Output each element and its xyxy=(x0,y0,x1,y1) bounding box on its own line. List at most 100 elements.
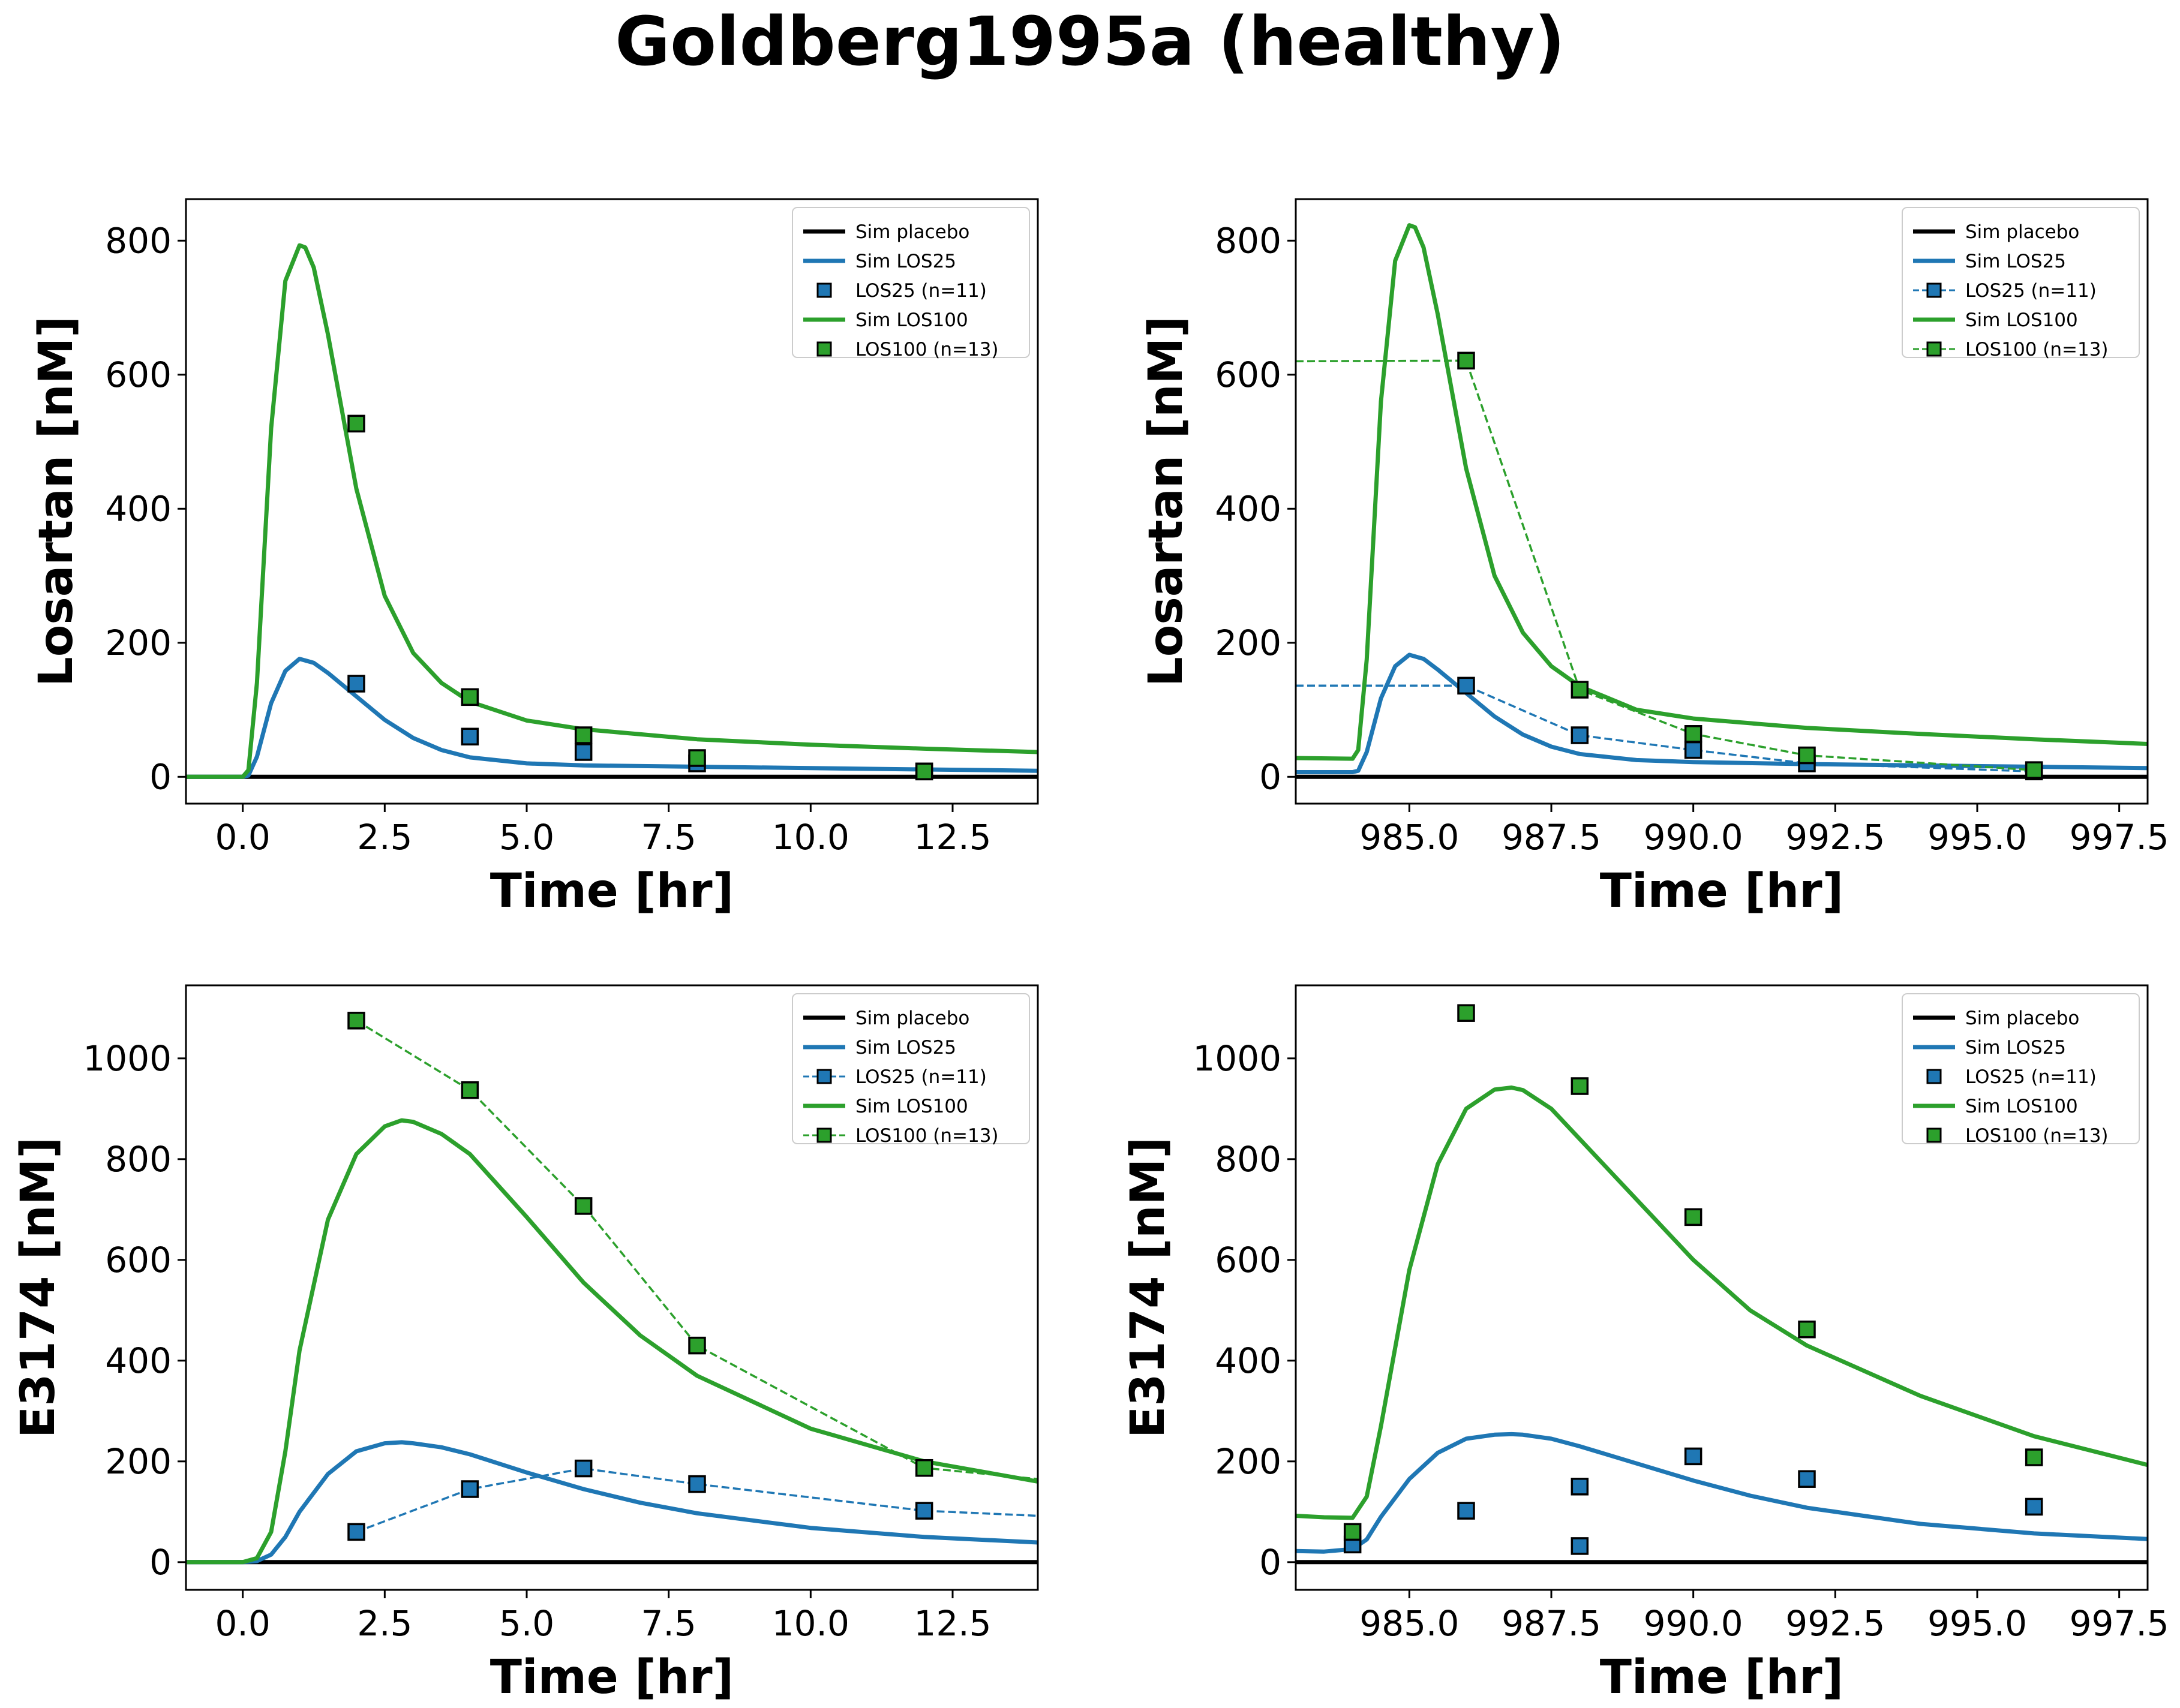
y-tick-label: 400 xyxy=(105,1340,172,1381)
axes-frame xyxy=(1295,198,2149,805)
x-tick-label: 5.0 xyxy=(499,1603,554,1644)
figure-title: Goldberg1995a (healthy) xyxy=(615,3,1565,81)
legend-label: LOS100 (n=13) xyxy=(1965,339,2109,360)
data-point-marker xyxy=(1571,1077,1589,1095)
y-axis-label: Losartan [nM] xyxy=(29,316,83,687)
y-tick-label: 600 xyxy=(105,354,172,395)
data-point-marker xyxy=(461,688,479,706)
data-connector-line xyxy=(1296,684,2034,773)
data-point-marker xyxy=(1798,1320,1816,1339)
data-point-marker xyxy=(1684,725,1702,743)
x-tick-label: 0.0 xyxy=(215,817,271,858)
data-point-marker xyxy=(1457,676,1475,695)
data-point-marker xyxy=(1571,1537,1589,1555)
data-point-marker xyxy=(915,762,933,781)
x-tick-label: 10.0 xyxy=(772,817,849,858)
legend-marker-handle xyxy=(1926,1127,1942,1143)
legend: Sim placebo Sim LOS25 LOS25 (n=11) Sim LOS1… xyxy=(792,207,1030,360)
y-tick-label: 400 xyxy=(105,488,172,529)
x-tick-label: 2.5 xyxy=(357,817,412,858)
data-point-marker xyxy=(461,1480,479,1498)
y-tick-label: 0 xyxy=(149,1542,172,1583)
x-tick-label: 10.0 xyxy=(772,1603,849,1644)
x-tick-label: 2.5 xyxy=(357,1603,412,1644)
x-axis-label: Time [hr] xyxy=(490,1650,734,1704)
series-line-sim-los100 xyxy=(1296,223,2148,761)
legend: Sim placebo Sim LOS25 LOS25 (n=11) Sim LOS1… xyxy=(792,993,1030,1147)
plot-area xyxy=(186,243,1038,781)
series-line-sim-los25 xyxy=(1296,1432,2148,1554)
legend-marker-handle xyxy=(816,1069,832,1084)
y-tick-label: 600 xyxy=(1215,1240,1281,1280)
data-point-marker xyxy=(1798,1470,1816,1488)
data-point-marker xyxy=(461,1081,479,1099)
legend-label: Sim LOS100 xyxy=(1965,309,2078,331)
legend: Sim placebo Sim LOS25 LOS25 (n=11) Sim LOS1… xyxy=(1902,993,2140,1147)
legend-label: LOS100 (n=13) xyxy=(1965,1125,2109,1147)
x-tick-label: 995.0 xyxy=(1927,817,2027,858)
data-point-marker xyxy=(1684,1208,1702,1226)
x-tick-label: 7.5 xyxy=(641,817,696,858)
legend-marker-handle xyxy=(816,1127,832,1143)
x-tick-label: 985.0 xyxy=(1359,817,1459,858)
data-point-marker xyxy=(1684,1447,1702,1466)
legend: Sim placebo Sim LOS25 LOS25 (n=11) Sim LOS1… xyxy=(1902,207,2140,360)
legend-label: Sim LOS25 xyxy=(855,251,956,272)
data-point-marker xyxy=(574,1197,593,1215)
data-point-marker xyxy=(347,1523,365,1541)
y-tick-label: 200 xyxy=(1215,623,1281,663)
legend-marker-handle xyxy=(1926,1069,1942,1084)
legend-label: LOS100 (n=13) xyxy=(855,339,999,360)
x-tick-label: 5.0 xyxy=(499,817,554,858)
data-point-marker xyxy=(915,1459,933,1477)
x-tick-label: 997.5 xyxy=(2070,1603,2169,1644)
legend-label: Sim placebo xyxy=(855,1008,969,1029)
plot-area xyxy=(186,1012,1038,1565)
chart-panel-top-left: 0.0 2.5 5.0 7.5 10.0 12.5 0 200 400 600 800 Time [h… xyxy=(29,198,1039,918)
y-tick-label: 1000 xyxy=(1193,1038,1281,1079)
x-tick-label: 987.5 xyxy=(1502,817,1601,858)
legend-label: LOS25 (n=11) xyxy=(1965,1066,2097,1088)
x-axis-label: Time [hr] xyxy=(1600,1650,1844,1704)
x-tick-label: 12.5 xyxy=(914,817,991,858)
series-line-sim-los25 xyxy=(186,657,1038,779)
chart-panel-bottom-left: 0.0 2.5 5.0 7.5 10.0 12.5 0 200 400 600 800 1000 Tim… xyxy=(11,984,1039,1704)
x-tick-label: 992.5 xyxy=(1785,1603,1885,1644)
data-point-marker xyxy=(347,414,365,433)
y-axis-label: E3174 [nM] xyxy=(1121,1137,1175,1438)
y-tick-label: 0 xyxy=(149,756,172,797)
y-tick-label: 200 xyxy=(105,623,172,663)
legend-label: LOS25 (n=11) xyxy=(855,1066,987,1088)
data-point-marker xyxy=(574,726,593,744)
plot-area xyxy=(1296,1004,2148,1565)
y-axis-label: Losartan [nM] xyxy=(1139,316,1193,687)
data-point-marker xyxy=(574,743,593,761)
y-tick-label: 0 xyxy=(1259,1542,1281,1583)
data-point-marker xyxy=(1684,741,1702,759)
x-tick-label: 7.5 xyxy=(641,1603,696,1644)
y-tick-label: 800 xyxy=(105,220,172,261)
x-tick-label: 992.5 xyxy=(1785,817,1885,858)
data-connector-line xyxy=(1296,359,2034,771)
series-line-sim-los100 xyxy=(1296,1085,2148,1520)
data-point-marker xyxy=(1457,1502,1475,1520)
series-line-sim-los25 xyxy=(186,1440,1038,1565)
data-point-marker xyxy=(2025,761,2043,779)
data-point-marker xyxy=(1571,681,1589,699)
x-tick-label: 995.0 xyxy=(1927,1603,2027,1644)
data-point-marker xyxy=(1457,1004,1475,1022)
data-point-marker xyxy=(1457,351,1475,370)
y-tick-label: 600 xyxy=(105,1240,172,1280)
data-point-marker xyxy=(574,1459,593,1478)
data-connector-line xyxy=(356,1020,1038,1480)
legend-label: Sim LOS100 xyxy=(855,1096,968,1117)
x-tick-label: 0.0 xyxy=(215,1603,271,1644)
y-tick-label: 1000 xyxy=(83,1038,172,1079)
data-point-marker xyxy=(347,1012,365,1030)
y-tick-label: 800 xyxy=(1215,1139,1281,1180)
series-line-sim-los25 xyxy=(1296,652,2148,774)
data-point-marker xyxy=(688,749,706,767)
legend-box xyxy=(792,993,1030,1144)
chart-panel-bottom-right: 985.0 987.5 990.0 992.5 995.0 997.5 0 200 400 600… xyxy=(1121,984,2169,1704)
legend-label: Sim LOS25 xyxy=(1965,1037,2066,1059)
